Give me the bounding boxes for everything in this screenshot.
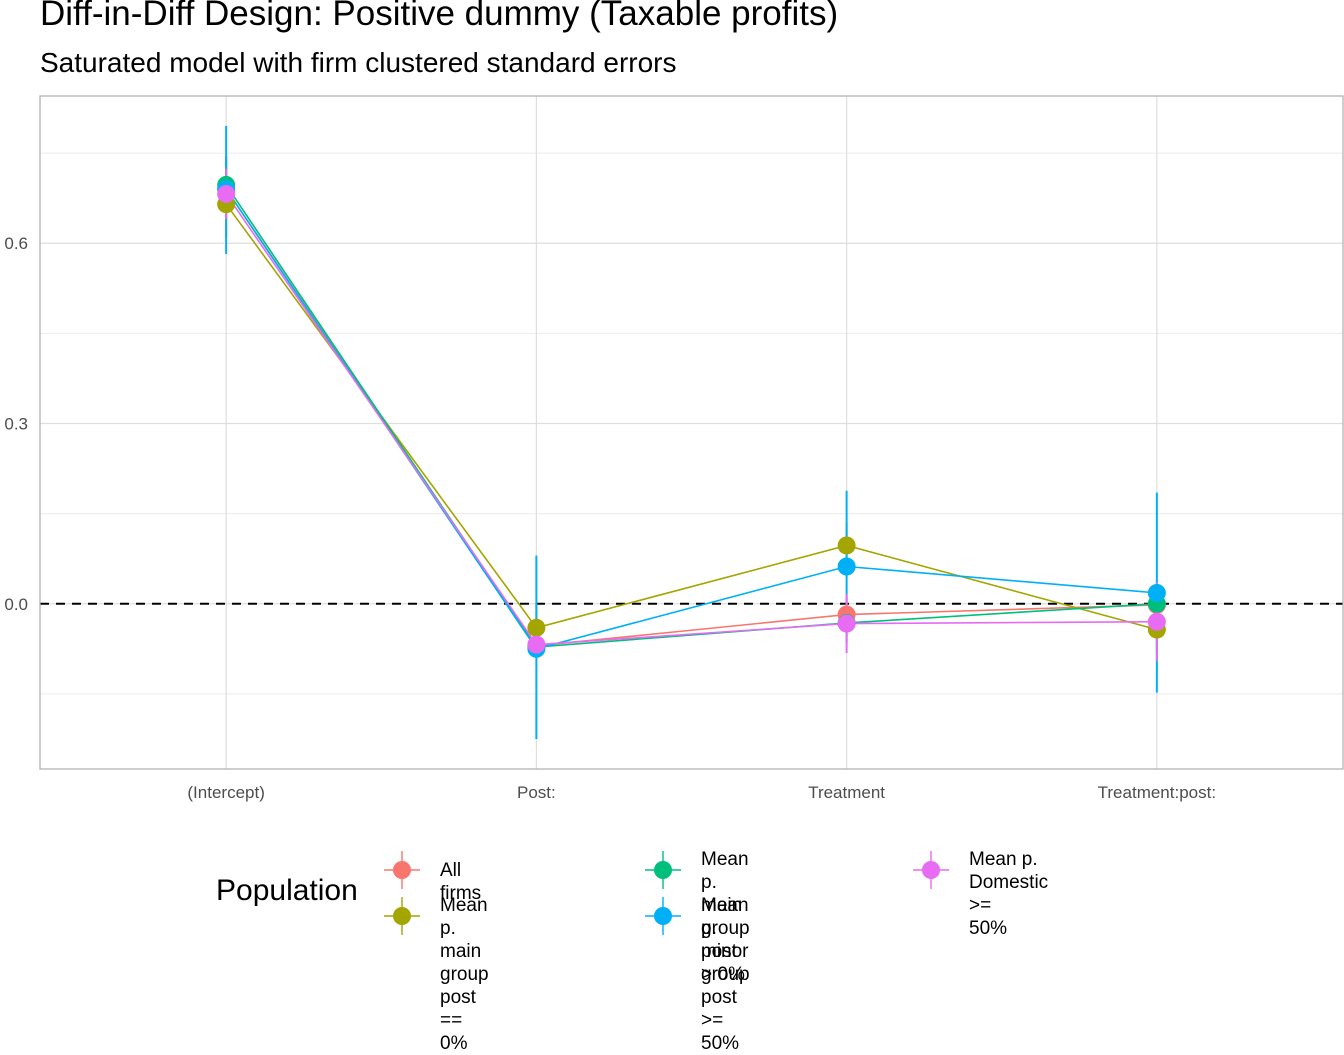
y-tick-label: 0.3: [4, 414, 28, 433]
legend-key-minor-group: [645, 897, 681, 935]
series-line-4: [225, 193, 1157, 646]
plot-border: [39, 95, 1344, 770]
legend-label-main-group-zero: Mean p. main group post == 0%: [440, 895, 489, 1054]
data-point-4: [837, 614, 856, 633]
legend-label-all-firms: All firms: [440, 860, 482, 904]
x-tick-label: Treatment: [808, 783, 885, 802]
series-line-2: [225, 184, 1157, 648]
chart-area: 0.0 0.3 0.6 (Intercept) Post: Treatment Treatm…: [4, 95, 1344, 802]
legend-key-main-group-zero: [384, 897, 420, 935]
y-tick-label: 0.6: [4, 234, 28, 253]
legend-label-minor-group: Mean p. minor group post >= 50%: [701, 895, 750, 1054]
data-point-3: [1147, 583, 1166, 602]
legend-label-domestic: Mean p. Domestic >= 50%: [969, 849, 1049, 939]
plot-panel: [40, 96, 1343, 769]
legend-title: Population: [216, 874, 358, 907]
data-point-4: [1147, 612, 1166, 631]
legend-key-main-group-positive: [645, 851, 681, 889]
data-point-4: [527, 635, 546, 654]
data-point-4: [217, 184, 236, 203]
y-tick-label: 0.0: [4, 595, 28, 614]
data-point-1: [527, 618, 546, 637]
x-tick-label: (Intercept): [187, 783, 264, 802]
legend-key-all-firms: [384, 851, 420, 889]
x-tick-label: Post:: [517, 783, 556, 802]
data-point-1: [837, 536, 856, 555]
chart-subtitle: Saturated model with firm clustered stan…: [40, 47, 677, 78]
data-point-3: [837, 557, 856, 576]
legend-key-domestic: [913, 851, 949, 889]
chart-title: Diff-in-Diff Design: Positive dummy (Tax…: [40, 0, 839, 33]
series-line-0: [225, 188, 1157, 647]
x-tick-label: Treatment:post:: [1098, 783, 1216, 802]
